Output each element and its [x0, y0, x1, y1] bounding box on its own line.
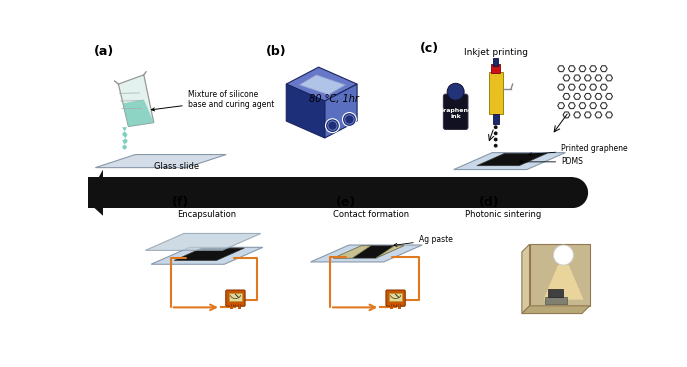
Bar: [530, 244, 589, 306]
FancyBboxPatch shape: [443, 94, 468, 130]
Bar: [491, 64, 500, 73]
Polygon shape: [123, 134, 128, 139]
Bar: [229, 293, 242, 301]
Polygon shape: [174, 248, 245, 261]
Polygon shape: [123, 99, 154, 126]
Circle shape: [123, 139, 128, 143]
Text: PDMS: PDMS: [519, 157, 583, 166]
Circle shape: [494, 138, 497, 141]
Bar: [545, 297, 567, 304]
Polygon shape: [477, 153, 547, 166]
Text: (e): (e): [335, 196, 356, 209]
FancyBboxPatch shape: [386, 290, 405, 306]
Circle shape: [326, 119, 339, 132]
Text: Glass slide: Glass slide: [154, 162, 199, 171]
Polygon shape: [122, 127, 127, 132]
Circle shape: [554, 245, 574, 265]
Polygon shape: [325, 84, 357, 138]
Polygon shape: [95, 155, 226, 168]
Circle shape: [494, 144, 497, 148]
Polygon shape: [122, 140, 127, 145]
Bar: [390, 305, 393, 309]
Polygon shape: [334, 246, 370, 258]
Polygon shape: [300, 75, 346, 95]
Circle shape: [494, 131, 497, 135]
Bar: [548, 289, 563, 297]
Bar: [390, 293, 402, 301]
Circle shape: [494, 125, 497, 129]
Text: (d): (d): [479, 196, 499, 209]
Text: (c): (c): [420, 42, 440, 55]
Polygon shape: [334, 246, 404, 258]
Text: Contact formation: Contact formation: [333, 210, 409, 218]
Text: Photonic sintering: Photonic sintering: [465, 210, 541, 218]
Bar: [493, 114, 499, 124]
Bar: [88, 193, 573, 208]
Text: Graphene
ink: Graphene ink: [438, 108, 473, 119]
Polygon shape: [286, 84, 325, 138]
Bar: [88, 177, 573, 193]
Bar: [493, 58, 498, 66]
Polygon shape: [286, 67, 357, 101]
Text: Mixture of silicone
base and curing agent: Mixture of silicone base and curing agen…: [151, 90, 274, 111]
Text: (a): (a): [93, 45, 114, 58]
Wedge shape: [573, 177, 588, 208]
Circle shape: [447, 83, 464, 100]
Text: Encapsulation: Encapsulation: [177, 210, 236, 218]
Bar: [238, 305, 241, 309]
Polygon shape: [151, 247, 262, 264]
Polygon shape: [86, 170, 103, 216]
Polygon shape: [522, 306, 589, 313]
Text: 80 °C, 1hr: 80 °C, 1hr: [309, 94, 359, 104]
Polygon shape: [146, 233, 261, 250]
Polygon shape: [118, 75, 154, 126]
Polygon shape: [376, 246, 404, 258]
Bar: [488, 72, 503, 114]
Polygon shape: [543, 265, 583, 300]
Polygon shape: [311, 245, 422, 262]
Bar: [230, 305, 233, 309]
Text: Inkjet printing: Inkjet printing: [464, 48, 528, 57]
Text: Ag paste: Ag paste: [394, 235, 453, 246]
FancyBboxPatch shape: [226, 290, 245, 306]
Bar: [398, 305, 401, 309]
Text: (b): (b): [267, 45, 287, 58]
Text: Printed graphene: Printed graphene: [528, 144, 628, 156]
Circle shape: [122, 145, 126, 149]
Circle shape: [342, 113, 357, 126]
Polygon shape: [522, 244, 530, 313]
Text: (f): (f): [172, 196, 190, 209]
Polygon shape: [453, 153, 565, 170]
Circle shape: [122, 132, 126, 136]
